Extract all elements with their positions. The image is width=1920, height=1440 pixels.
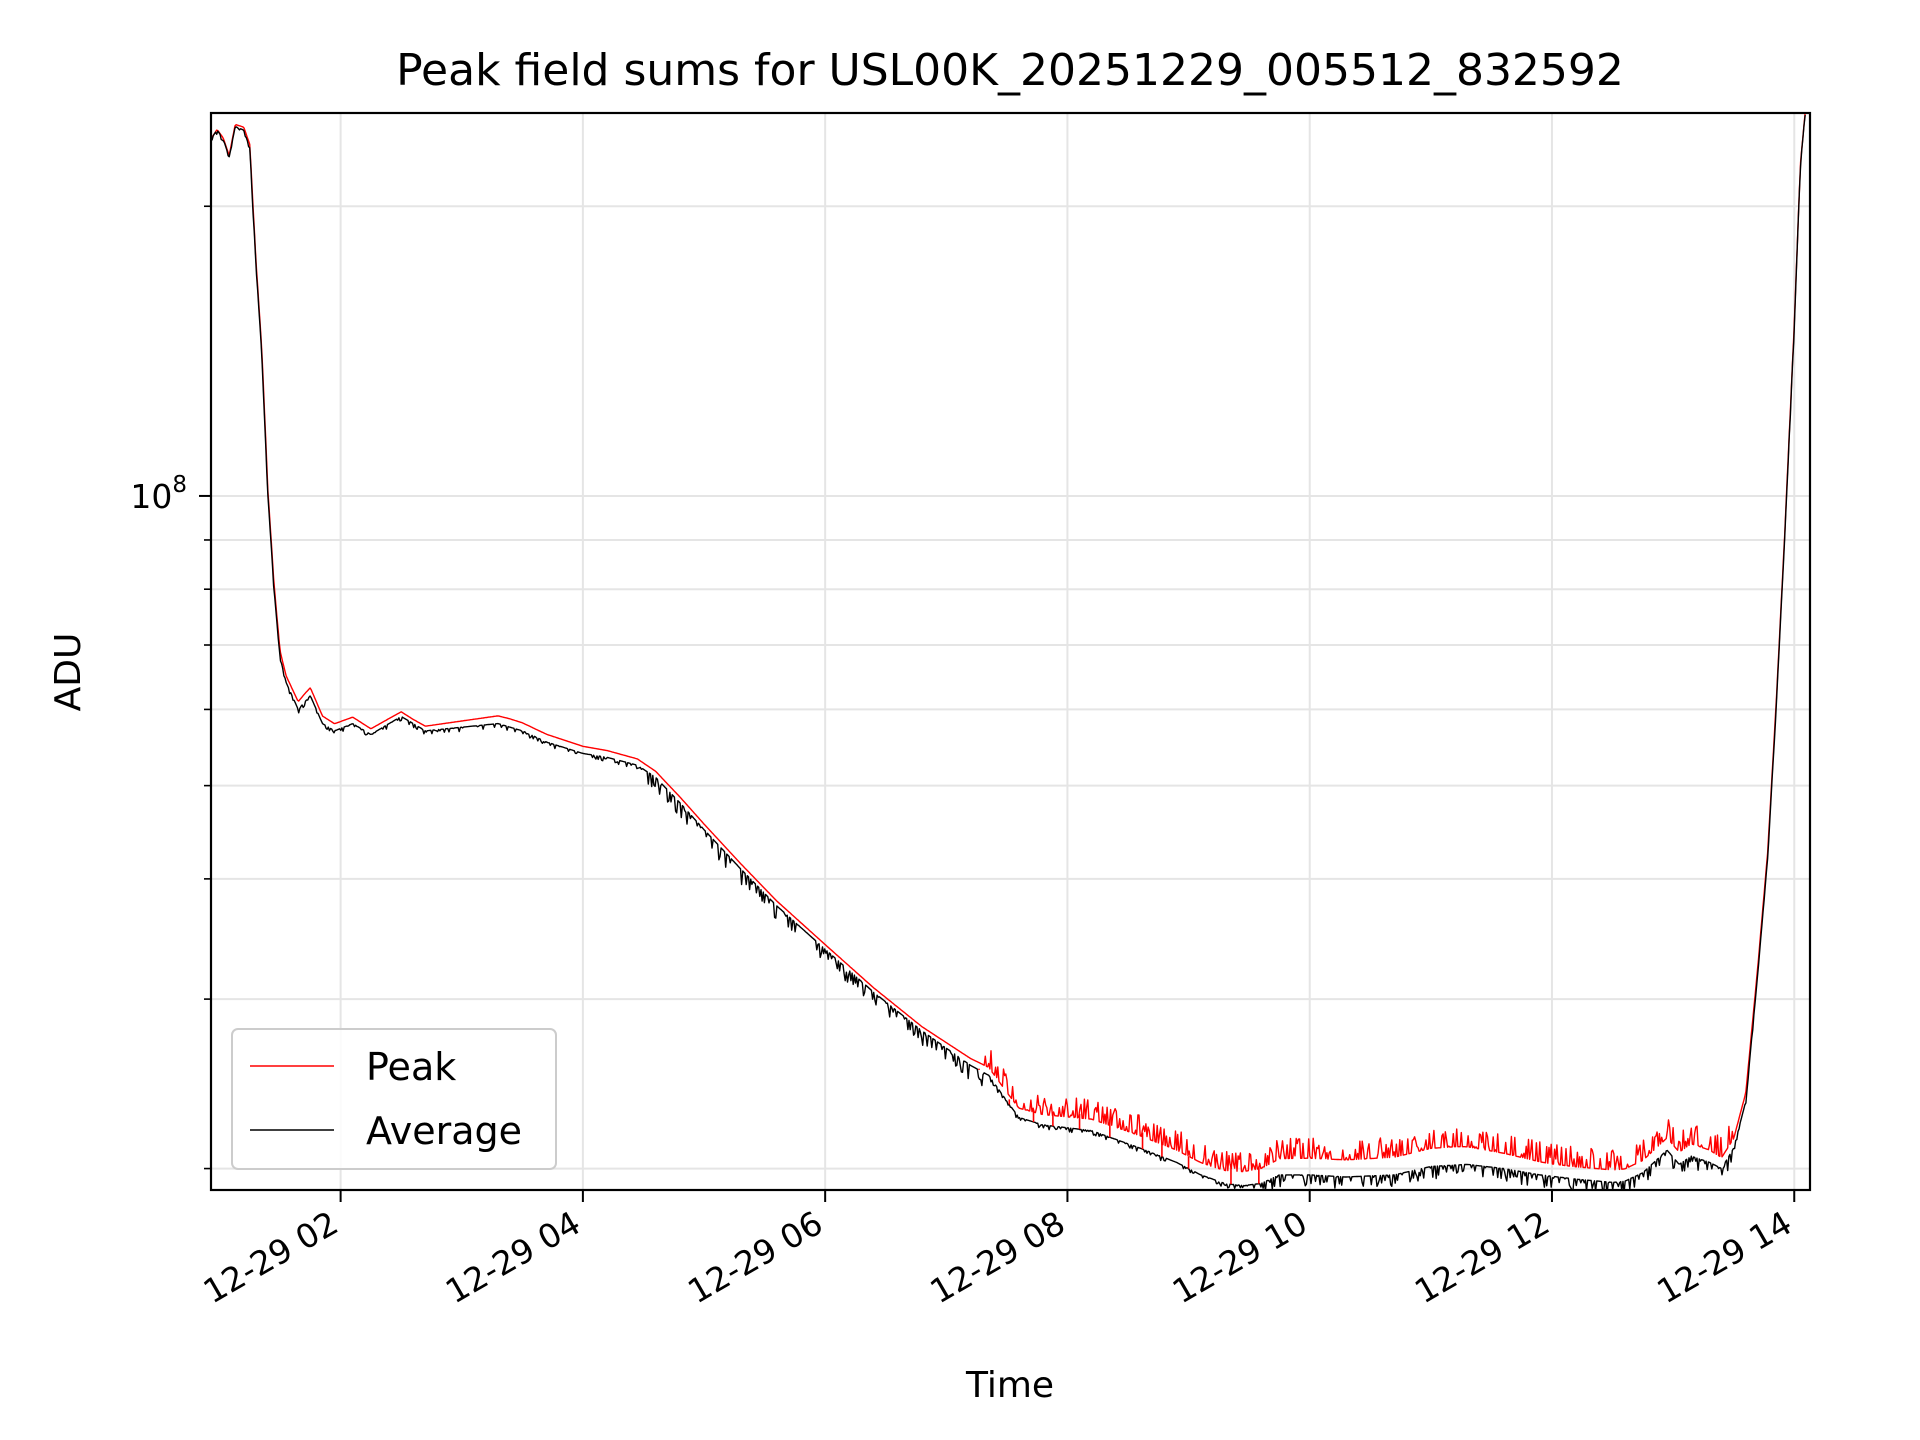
- series-lines: [211, 113, 1806, 1190]
- y-tick-label-base: 10: [130, 477, 172, 516]
- legend-label-average: Average: [366, 1109, 522, 1153]
- plot-frame: [209, 111, 1812, 1192]
- y-axis-label: ADU: [48, 633, 89, 712]
- legend: Peak Average: [231, 1028, 557, 1170]
- y-tick-label-exponent: 8: [172, 472, 187, 498]
- legend-label-peak: Peak: [366, 1045, 456, 1089]
- y-tick-label: 108: [130, 472, 187, 516]
- peak-series-line: [211, 113, 1806, 1173]
- chart-title: Peak field sums for USL00K_20251229_0055…: [396, 45, 1624, 96]
- legend-box: [231, 1028, 557, 1170]
- x-axis-label: Time: [965, 1365, 1054, 1406]
- average-series-line: [211, 115, 1806, 1190]
